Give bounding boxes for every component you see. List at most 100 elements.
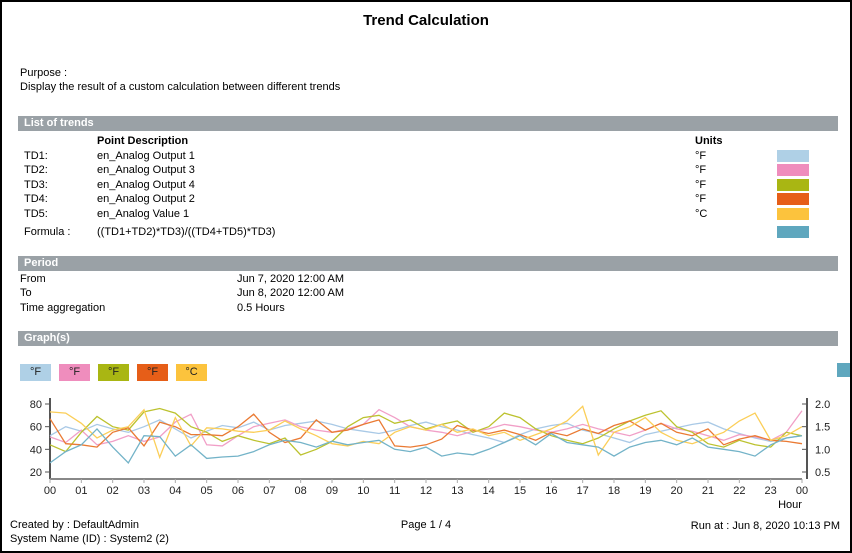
trend-id: TD3: (24, 178, 48, 191)
section-header-period: Period (18, 256, 838, 271)
trend-id: TD2: (24, 164, 48, 176)
x-axis-tick-label: 05 (201, 485, 213, 497)
formula-expression: ((TD1+TD2)*TD3)/((TD4+TD5)*TD3) (97, 226, 276, 238)
trends-table-header: Point Description Units (18, 134, 838, 149)
created-by-text: Created by : DefaultAdmin (10, 519, 140, 531)
series-line-td3 (49, 407, 803, 456)
trend-rows: TD1: en_Analog Output 1 °F TD2: en_Analog Ou… (18, 149, 838, 222)
trend-row: TD3: en_Analog Output 4 °F (18, 178, 838, 193)
trend-id: TD1: (24, 149, 48, 162)
purpose-block: Purpose : Display the result of a custom… (20, 66, 340, 94)
system-name-text: System Name (ID) : System2 (2) (10, 533, 169, 545)
x-axis-tick-label: 16 (545, 485, 557, 497)
period-label: Time aggregation (20, 301, 106, 314)
period-label: From (20, 273, 46, 285)
x-axis-tick-label: 12 (420, 485, 432, 497)
period-row: Time aggregation 0.5 Hours (18, 301, 838, 315)
legend-chip: °F (59, 364, 90, 381)
period-row: From Jun 7, 2020 12:00 AM (18, 272, 838, 286)
period-value: Jun 8, 2020 12:00 AM (237, 287, 345, 300)
page-number-text: Page 1 / 4 (400, 519, 452, 531)
x-axis-tick-label: 20 (671, 485, 683, 497)
series-line-td1 (49, 419, 803, 444)
x-axis-tick-label: 22 (733, 485, 745, 497)
x-axis-label: Hour (778, 499, 802, 511)
series-line-formula (49, 427, 803, 464)
trend-color-swatch (777, 178, 809, 191)
trend-units: °C (695, 207, 708, 220)
page-title: Trend Calculation (363, 12, 489, 29)
x-axis-tick-label: 18 (608, 485, 620, 497)
trend-row: TD4: en_Analog Output 2 °F (18, 192, 838, 207)
legend-chip: °F (20, 364, 51, 381)
trend-color-swatch (777, 149, 809, 162)
formula-label: Formula : (24, 226, 71, 238)
x-axis-tick-label: 03 (138, 485, 150, 497)
x-axis-tick-label: 19 (639, 485, 651, 497)
x-axis-tick-label: 10 (357, 485, 369, 497)
x-axis-tick-label: 23 (765, 485, 777, 497)
x-axis-tick-label: 14 (483, 485, 495, 497)
trend-color-swatch (777, 193, 809, 205)
period-row: To Jun 8, 2020 12:00 AM (18, 286, 838, 300)
period-table: From Jun 7, 2020 12:00 AM To Jun 8, 2020 12… (18, 272, 838, 315)
trend-row: TD5: en_Analog Value 1 °C (18, 207, 838, 222)
x-axis-tick-label: 17 (577, 485, 589, 497)
formula-legend-chip (837, 363, 850, 377)
x-axis-tick-label: 02 (107, 485, 119, 497)
trend-units: °F (695, 178, 707, 191)
trend-units: °F (695, 164, 707, 176)
trend-description: en_Analog Output 1 (97, 149, 195, 162)
x-axis-tick-label: 13 (451, 485, 463, 497)
column-header-units: Units (695, 135, 723, 147)
series-line-td5 (49, 405, 803, 460)
right-axis-tick-label: 1.5 (815, 422, 830, 434)
legend-chip: °F (98, 364, 129, 381)
legend-chip: °C (176, 364, 207, 381)
trend-description: en_Analog Output 2 (97, 193, 195, 205)
trend-id: TD5: (24, 207, 48, 220)
x-axis-tick-label: 07 (263, 485, 275, 497)
period-label: To (20, 287, 32, 300)
section-header-graphs: Graph(s) (18, 331, 838, 346)
legend-chip: °F (137, 364, 168, 381)
purpose-label: Purpose : (20, 67, 68, 79)
section-header-list-of-trends: List of trends (18, 116, 838, 131)
trend-description: en_Analog Output 3 (97, 164, 195, 176)
x-axis-tick-label: 04 (169, 485, 181, 497)
series-line-td4 (49, 413, 803, 448)
trend-id: TD4: (24, 193, 48, 205)
trend-color-swatch (777, 207, 809, 220)
chart-legend: °F °F °F °F °C (20, 364, 207, 381)
period-value: 0.5 Hours (237, 301, 285, 314)
run-at-text: Run at : Jun 8, 2020 10:13 PM (690, 520, 840, 532)
right-axis-tick-label: 0.5 (815, 467, 830, 479)
left-axis-tick-label: 20 (30, 467, 42, 479)
trend-line-chart: 80 60 40 20 2.0 1.5 1.0 0.5 00 01 02 03 04 05 06 07 08 09… (30, 398, 830, 497)
period-value: Jun 7, 2020 12:00 AM (237, 273, 345, 285)
x-axis-tick-label: 01 (75, 485, 87, 497)
left-axis-tick-label: 80 (30, 399, 42, 411)
column-header-point-description: Point Description (97, 135, 189, 147)
trend-row: TD2: en_Analog Output 3 °F (18, 163, 838, 178)
x-axis-tick-label: 11 (389, 485, 400, 497)
right-axis-tick-label: 2.0 (815, 399, 830, 411)
x-axis-tick-label: 08 (295, 485, 307, 497)
x-axis-tick-label: 00 (44, 485, 56, 497)
footer-left: Created by : DefaultAdmin System Name (I… (10, 518, 169, 546)
trends-table: Point Description Units TD1: en_Analog Ou… (18, 134, 838, 240)
trend-row: TD1: en_Analog Output 1 °F (18, 149, 838, 164)
trend-units: °F (695, 149, 707, 162)
formula-color-swatch (777, 226, 809, 238)
purpose-text: Display the result of a custom calculati… (20, 81, 341, 93)
left-axis-tick-label: 60 (30, 422, 42, 434)
formula-row: Formula : ((TD1+TD2)*TD3)/((TD4+TD5)*TD3… (18, 225, 838, 240)
right-axis-tick-label: 1.0 (815, 444, 830, 456)
x-axis-tick-label: 00 (796, 485, 808, 497)
x-axis-tick-label: 15 (514, 485, 526, 497)
trend-color-swatch (777, 164, 809, 176)
trend-units: °F (695, 193, 707, 205)
trend-description: en_Analog Output 4 (97, 178, 195, 191)
trend-description: en_Analog Value 1 (97, 207, 190, 220)
